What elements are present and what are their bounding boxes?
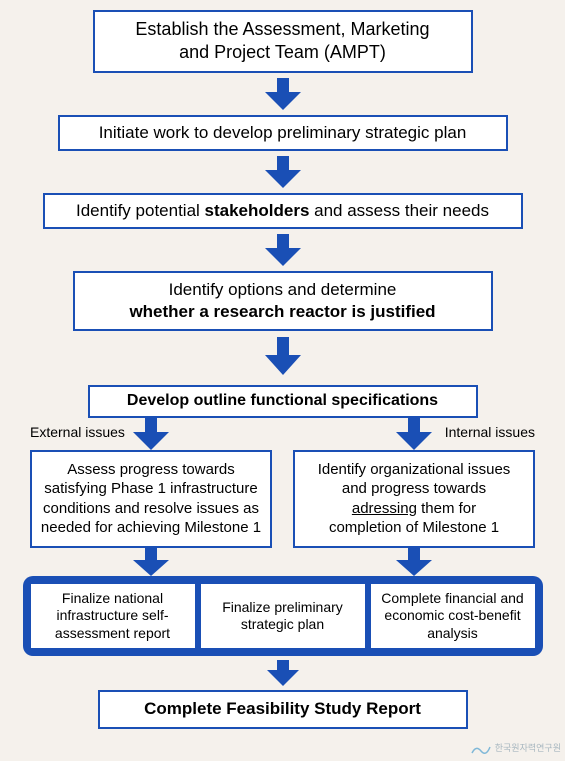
band-cell-economic: Complete financial and economic cost-ben… bbox=[371, 584, 535, 649]
node-identify-stakeholders: Identify potential stakeholders and asse… bbox=[43, 193, 523, 229]
node-assess-progress: Assess progress towards satisfying Phase… bbox=[30, 450, 272, 548]
arrow-icon bbox=[267, 660, 299, 686]
logo-label: 한국원자력연구원 bbox=[495, 743, 561, 753]
node-text: and assess their needs bbox=[309, 201, 489, 220]
arrow-icon bbox=[265, 337, 301, 375]
band-cell-infrastructure: Finalize national infrastructure self-as… bbox=[31, 584, 195, 649]
node-text: Identify options and determine bbox=[169, 280, 397, 299]
node-text-bold: whether a research reactor is justified bbox=[129, 302, 435, 321]
node-text: and Project Team (AMPT) bbox=[179, 42, 386, 62]
node-text: Identify potential bbox=[76, 201, 205, 220]
parallel-row: Assess progress towards satisfying Phase… bbox=[30, 450, 535, 548]
merge-arrows bbox=[30, 548, 535, 576]
node-text-bold: Complete Feasibility Study Report bbox=[144, 699, 421, 718]
split-arrows: External issues Internal issues bbox=[30, 418, 535, 450]
logo-text: 한국원자력연구원 bbox=[470, 741, 561, 755]
node-text-underline: adressing bbox=[352, 500, 417, 517]
cell-text: Finalize national bbox=[62, 590, 163, 606]
cell-text: Complete financial and bbox=[381, 590, 523, 606]
node-initiate-plan: Initiate work to develop preliminary str… bbox=[58, 115, 508, 151]
arrow-icon bbox=[265, 78, 301, 110]
node-identify-org-issues: Identify organizational issues and progr… bbox=[293, 450, 535, 548]
node-text: Assess progress towards satisfying Phase… bbox=[41, 461, 261, 537]
node-text: Identify organizational issues bbox=[318, 461, 511, 478]
node-text: and progress towards bbox=[342, 480, 486, 497]
node-text-bold: Develop outline functional specification… bbox=[127, 392, 438, 409]
node-identify-options: Identify options and determine whether a… bbox=[73, 271, 493, 331]
cell-text: report bbox=[130, 625, 170, 641]
node-text: completion of Milestone 1 bbox=[329, 519, 499, 536]
node-develop-specs: Develop outline functional specification… bbox=[88, 385, 478, 418]
cell-text-bold: economic cost-benefit analysis bbox=[384, 607, 520, 641]
node-text: Initiate work to develop preliminary str… bbox=[99, 123, 467, 142]
node-establish-ampt: Establish the Assessment, Marketing and … bbox=[93, 10, 473, 73]
arrow-icon bbox=[265, 156, 301, 188]
arrow-icon bbox=[265, 234, 301, 266]
cell-text: Finalize bbox=[222, 599, 274, 615]
node-text-bold: stakeholders bbox=[205, 201, 310, 220]
band-cell-strategic-plan: Finalize preliminary strategic plan bbox=[201, 584, 365, 649]
node-text: Establish the Assessment, Marketing bbox=[135, 19, 429, 39]
finalize-band: Finalize national infrastructure self-as… bbox=[23, 576, 543, 657]
node-complete-report: Complete Feasibility Study Report bbox=[98, 690, 468, 728]
node-text: them for bbox=[417, 500, 476, 517]
